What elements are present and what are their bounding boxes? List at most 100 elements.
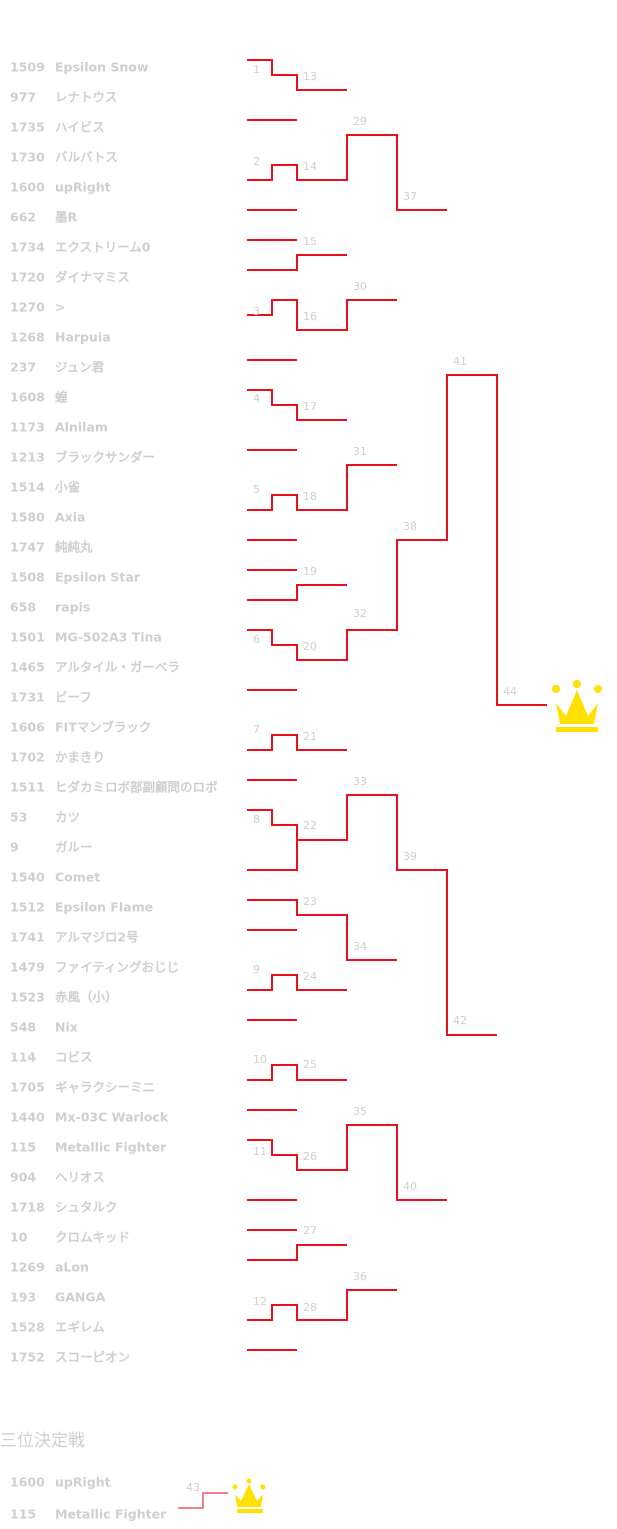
match-number: 30 xyxy=(353,280,367,293)
bracket-line xyxy=(247,734,347,751)
entry-name: Epsilon Flame xyxy=(55,900,153,915)
match-number: 5 xyxy=(253,483,260,496)
crown-dot xyxy=(594,685,602,693)
section-title: 三位決定戦 xyxy=(0,1431,85,1451)
match-number: 23 xyxy=(303,895,317,908)
entry-name: ジュン君 xyxy=(55,360,105,375)
match-number: 40 xyxy=(403,1180,417,1193)
entry-seed: 1752 xyxy=(10,1350,45,1365)
match-number: 29 xyxy=(353,115,367,128)
entry-seed: 1747 xyxy=(10,540,45,555)
entry-seed: 115 xyxy=(10,1140,36,1155)
entry-seed: 1731 xyxy=(10,690,45,705)
match-number: 17 xyxy=(303,400,317,413)
entry-name: upRight xyxy=(55,1475,111,1490)
entry-seed: 1523 xyxy=(10,990,45,1005)
bracket-line xyxy=(247,254,347,271)
match-number: 43 xyxy=(186,1481,200,1494)
entry-seed: 1512 xyxy=(10,900,45,915)
bracket-line xyxy=(247,59,347,91)
entry-name: エクストリーム0 xyxy=(55,240,151,255)
crown-dot xyxy=(573,680,581,688)
match-number: 11 xyxy=(253,1145,267,1158)
entry-seed: 658 xyxy=(10,600,36,615)
entry-seed: 1213 xyxy=(10,450,45,465)
entry-seed: 1511 xyxy=(10,780,45,795)
entry-name: ガルー xyxy=(55,840,93,855)
entry-name: ヒダカミロボ部副顧問のロボ xyxy=(55,780,218,795)
crown-dot xyxy=(552,685,560,693)
entry-seed: 1270 xyxy=(10,300,45,315)
entry-seed: 1465 xyxy=(10,660,45,675)
entry-seed: 1501 xyxy=(10,630,45,645)
crown-dot xyxy=(232,1484,238,1490)
entry-seed: 1540 xyxy=(10,870,45,885)
crown-dot xyxy=(260,1484,266,1490)
bracket-line xyxy=(247,389,347,421)
entry-name: Epsilon Star xyxy=(55,570,141,585)
entry-seed: 1741 xyxy=(10,930,45,945)
entry-seed: 1608 xyxy=(10,390,45,405)
match-number: 12 xyxy=(253,1295,267,1308)
match-number: 39 xyxy=(403,850,417,863)
entry-name: Metallic Fighter xyxy=(55,1507,167,1522)
match-number: 15 xyxy=(303,235,317,248)
entry-seed: 1600 xyxy=(10,180,45,195)
entry-seed: 193 xyxy=(10,1290,36,1305)
bracket-line xyxy=(247,974,347,991)
bracket-line xyxy=(247,374,547,706)
match-number: 21 xyxy=(303,730,317,743)
entry-name: ブラックサンダー xyxy=(55,450,155,465)
entry-name: Nix xyxy=(55,1020,78,1035)
entry-seed: 1440 xyxy=(10,1110,45,1125)
entry-seed: 904 xyxy=(10,1170,36,1185)
entry-name: コビス xyxy=(55,1050,93,1065)
bracket-line xyxy=(178,1492,228,1509)
entry-seed: 1720 xyxy=(10,270,45,285)
entry-name: MG-502A3 Tina xyxy=(55,630,162,645)
entry-name: Axia xyxy=(55,510,85,525)
match-number: 38 xyxy=(403,520,417,533)
match-number: 10 xyxy=(253,1053,267,1066)
match-number: 28 xyxy=(303,1301,317,1314)
match-number: 24 xyxy=(303,970,317,983)
entry-name: Metallic Fighter xyxy=(55,1140,167,1155)
match-number: 33 xyxy=(353,775,367,788)
entry-name: 純純丸 xyxy=(55,540,93,555)
entry-name: Comet xyxy=(55,870,100,885)
entry-seed: 1606 xyxy=(10,720,45,735)
entry-seed: 1173 xyxy=(10,420,45,435)
entry-name: Harpuia xyxy=(55,330,111,345)
entry-name: upRight xyxy=(55,180,111,195)
entry-seed: 1509 xyxy=(10,60,45,75)
entry-seed: 53 xyxy=(10,810,27,825)
entry-name: ビーフ xyxy=(55,690,92,705)
bracket-line xyxy=(247,794,497,1036)
entry-name: アルタイル・ガーベラ xyxy=(55,660,180,675)
match-number: 27 xyxy=(303,1224,317,1237)
entry-name: FITマンブラック xyxy=(55,720,151,735)
entry-name: クロムキッド xyxy=(55,1230,130,1245)
entry-seed: 1718 xyxy=(10,1200,45,1215)
crown-dot xyxy=(246,1478,252,1484)
match-number: 18 xyxy=(303,490,317,503)
entry-name: 赤風（小） xyxy=(55,990,118,1005)
match-number: 37 xyxy=(403,190,417,203)
entry-name: カツ xyxy=(55,810,80,825)
match-number: 25 xyxy=(303,1058,317,1071)
entry-seed: 1269 xyxy=(10,1260,45,1275)
entry-name: アルマジロ2号 xyxy=(55,930,139,945)
entry-seed: 1735 xyxy=(10,120,45,135)
entry-name: バルバトス xyxy=(55,150,118,165)
match-number: 14 xyxy=(303,160,317,173)
entry-seed: 115 xyxy=(10,1507,36,1522)
entry-name: 蝗 xyxy=(55,390,68,405)
entry-name: ヘリオス xyxy=(55,1170,105,1185)
match-number: 44 xyxy=(503,685,517,698)
entry-seed: 548 xyxy=(10,1020,36,1035)
match-number: 41 xyxy=(453,355,467,368)
bracket-line xyxy=(247,299,397,331)
match-number: 9 xyxy=(253,963,260,976)
match-number: 36 xyxy=(353,1270,367,1283)
